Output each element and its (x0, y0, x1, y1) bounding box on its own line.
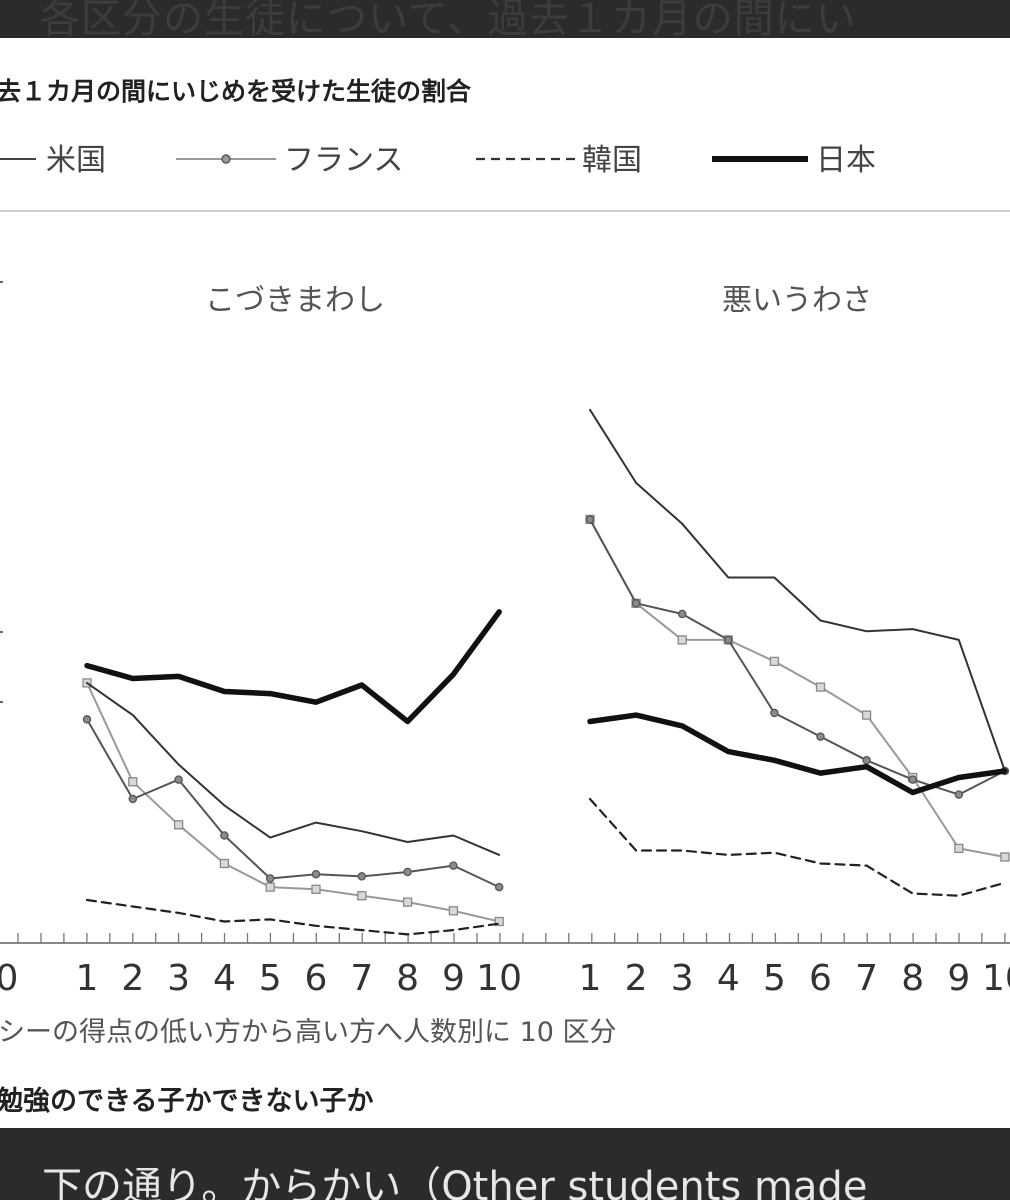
data-point-france (724, 635, 733, 645)
legend-marker-france (221, 154, 231, 164)
data-point-square (677, 635, 687, 645)
data-point-france (174, 775, 183, 784)
data-point-france (816, 732, 825, 741)
x-tick-label: 6 (305, 958, 328, 999)
legend-label-japan: 日本 (816, 143, 876, 178)
x-tick-label: 4 (213, 958, 236, 999)
data-point-square (265, 882, 275, 892)
chart-footer: 勉強のできる子かできない子か (0, 1086, 373, 1117)
series-line-france (589, 518, 1006, 796)
data-point-france (770, 708, 779, 718)
data-point-france (311, 869, 321, 879)
x-tick-label: 3 (167, 958, 190, 999)
x-tick-label: 8 (901, 958, 924, 999)
series-line-usa (86, 681, 501, 856)
x-axis-label: シーの得点の低い方から高い方へ人数別に 10 区分 (0, 1017, 617, 1048)
series-line-japan (84, 609, 502, 725)
x-tick-label: 7 (855, 958, 878, 999)
x-tick-label: 1 (76, 958, 99, 999)
series-line-square-series (589, 518, 1006, 858)
data-point-square (219, 858, 230, 869)
top-caption: 各区分の生徒について、過去１カ月の間にい (40, 0, 857, 38)
data-point-france (585, 515, 595, 524)
data-point-france (677, 609, 687, 619)
bottom-caption-band: 下の通り。からかい（Other students made (0, 1128, 1010, 1200)
x-tick-label: 7 (350, 958, 373, 999)
x-tick-label: 2 (121, 958, 144, 999)
data-point-square (861, 710, 872, 720)
chart-figure: 去１カ月の間にいじめを受けた生徒の割合 米国 フランス 韓国 日本 0 1 2 3 4 5 6 7 8 9 1… (0, 38, 1010, 1128)
legend-label-france: フランス (284, 143, 403, 178)
data-point-france (220, 831, 229, 840)
series-line-japan (587, 712, 1008, 796)
data-point-square (769, 656, 780, 667)
x-tick-label: 9 (442, 958, 465, 999)
panel-title: こづきまわし (205, 283, 385, 318)
data-point-france (357, 872, 367, 881)
x-tick-label: 9 (947, 958, 970, 999)
x-tick-label: 1 (579, 958, 602, 999)
data-point-square (402, 897, 413, 907)
x-tick-label: 8 (396, 958, 419, 999)
data-point-square (954, 843, 964, 854)
x-tick-label: 10 (982, 958, 1010, 999)
panel-2-plot (585, 408, 1010, 897)
x-tick-label: 5 (259, 958, 282, 999)
x-tick-label: 4 (717, 958, 740, 999)
legend-label-usa: 米国 (46, 143, 106, 178)
data-point-france (908, 775, 917, 784)
data-point-square (128, 777, 138, 787)
data-point-france (631, 599, 641, 608)
chart-title: 去１カ月の間にいじめを受けた生徒の割合 (0, 77, 472, 106)
data-point-square (448, 906, 459, 916)
data-point-square (357, 891, 367, 901)
panel-title: 悪いうわさ (722, 283, 872, 318)
series-line-square-series (86, 681, 501, 923)
x-tick-label: 5 (763, 958, 786, 999)
data-point-france (449, 861, 458, 870)
panel-1-plot (82, 609, 504, 936)
data-point-france (862, 756, 871, 765)
top-caption-band: 各区分の生徒について、過去１カ月の間にい (0, 0, 1010, 38)
data-point-france (403, 867, 412, 877)
series-line-usa (589, 408, 1006, 772)
data-point-square (494, 916, 504, 927)
bottom-caption: 下の通り。からかい（Other students made (42, 1164, 868, 1200)
data-point-france (954, 790, 964, 799)
data-point-square (311, 884, 321, 894)
series-line-korea (588, 797, 1007, 897)
data-point-france (82, 715, 92, 724)
x-tick-label: 2 (625, 958, 648, 999)
data-point-square (815, 682, 826, 692)
series-line-france (86, 718, 501, 889)
legend-label-korea: 韓国 (582, 143, 642, 178)
x-tick-label: 10 (476, 958, 522, 999)
data-point-france (265, 874, 275, 883)
x-tick-label: 6 (809, 958, 832, 999)
series-line-korea (85, 898, 501, 936)
x-tick-label: 3 (671, 958, 694, 999)
data-point-france (494, 882, 504, 892)
data-point-square (1000, 852, 1010, 862)
data-point-france (128, 794, 138, 804)
x-tick-label-0: 0 (0, 958, 18, 999)
data-point-square (173, 820, 184, 830)
